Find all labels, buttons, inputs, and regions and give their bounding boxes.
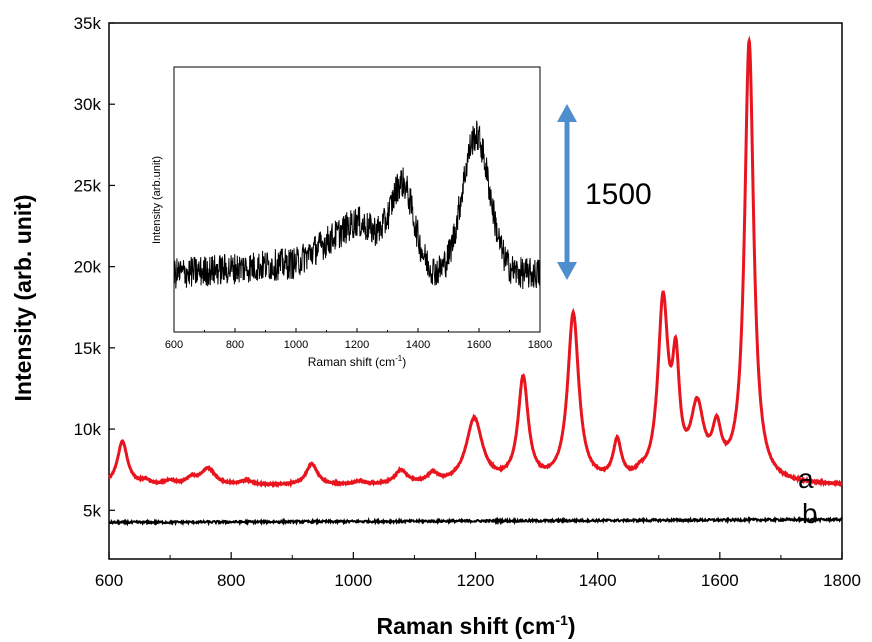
inset-x-tick-label: 1600 (467, 339, 491, 351)
series-b-label: b (802, 498, 818, 529)
main-y-ticks: 5k 10k 15k 20k 25k 30k 35k (74, 14, 115, 520)
inset-x-tick-label: 1400 (406, 339, 430, 351)
scale-label: 1500 (585, 178, 652, 211)
x-tick-label: 800 (217, 571, 245, 590)
inset-series (173, 120, 541, 290)
y-tick-label: 35k (74, 14, 102, 33)
inset-x-tick-label: 1800 (528, 339, 552, 351)
inset-x-tick-label: 600 (165, 339, 183, 351)
inset-x-tick-label: 1000 (284, 339, 308, 351)
x-tick-label: 1200 (457, 571, 495, 590)
inset-y-axis-title: Intensity (arb.unit) (151, 156, 163, 244)
x-tick-label: 600 (95, 571, 123, 590)
inset-x-tick-label: 1200 (345, 339, 369, 351)
y-tick-label: 20k (74, 258, 102, 277)
main-x-ticks: 600 800 1000 1200 1400 1600 1800 (95, 552, 861, 590)
y-tick-label: 10k (74, 420, 102, 439)
inset-x-tick-label: 800 (226, 339, 244, 351)
series-b-line (108, 515, 843, 527)
y-tick-label: 5k (83, 501, 101, 520)
inset-x-axis-title: Raman shift (cm-1) (308, 354, 406, 369)
inset-x-ticks: 600 800 1000 1200 1400 1600 1800 (165, 328, 552, 351)
series-a-line (107, 35, 843, 489)
x-tick-label: 1400 (579, 571, 617, 590)
y-tick-label: 15k (74, 339, 102, 358)
x-tick-label: 1600 (701, 571, 739, 590)
x-tick-label: 1000 (334, 571, 372, 590)
main-x-axis-title: Raman shift (cm-1) (376, 612, 575, 639)
inset-plot-frame (173, 66, 541, 333)
y-tick-label: 30k (74, 95, 102, 114)
scale-double-arrow (557, 104, 577, 280)
y-tick-label: 25k (74, 176, 102, 195)
main-series (107, 35, 843, 527)
x-tick-label: 1800 (823, 571, 861, 590)
inset-series-line (173, 120, 541, 290)
main-y-axis-title: Intensity (arb. unit) (10, 195, 36, 402)
series-a-label: a (798, 463, 814, 494)
